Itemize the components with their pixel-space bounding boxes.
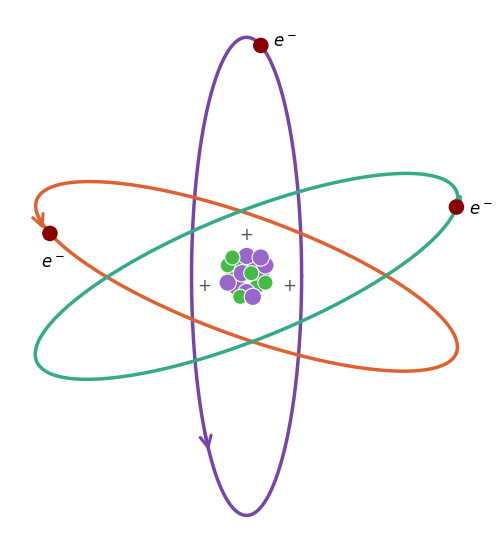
Circle shape — [252, 249, 270, 266]
Circle shape — [450, 200, 464, 214]
Circle shape — [225, 250, 240, 265]
Circle shape — [238, 247, 255, 265]
Circle shape — [238, 258, 255, 275]
Circle shape — [43, 226, 57, 241]
Circle shape — [248, 255, 264, 272]
Circle shape — [233, 265, 250, 282]
Circle shape — [228, 279, 246, 296]
Circle shape — [230, 256, 244, 271]
Circle shape — [254, 38, 268, 53]
Circle shape — [232, 289, 248, 304]
Text: +: + — [197, 277, 211, 295]
Circle shape — [248, 280, 264, 295]
Text: $e^-$: $e^-$ — [41, 254, 65, 272]
Circle shape — [244, 266, 259, 281]
Circle shape — [238, 284, 255, 301]
Text: +: + — [282, 277, 296, 295]
Circle shape — [257, 257, 274, 274]
Text: +: + — [240, 227, 254, 244]
Circle shape — [220, 258, 235, 273]
Text: $e^-$: $e^-$ — [469, 201, 493, 219]
Circle shape — [258, 275, 273, 290]
Text: $e^-$: $e^-$ — [274, 33, 297, 52]
Circle shape — [252, 266, 270, 284]
Circle shape — [219, 274, 236, 291]
Circle shape — [244, 288, 262, 306]
Circle shape — [225, 267, 240, 282]
